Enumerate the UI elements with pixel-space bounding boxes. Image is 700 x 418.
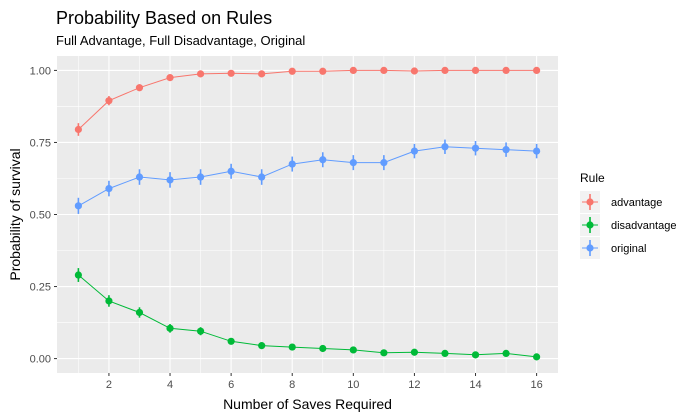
data-point (410, 348, 419, 356)
data-point (196, 327, 205, 335)
series-line (78, 69, 537, 130)
series-line (78, 146, 537, 207)
data-point (319, 67, 327, 75)
data-point (227, 337, 235, 345)
data-point (441, 349, 449, 358)
data-point (380, 159, 388, 167)
series-layer (74, 66, 541, 361)
data-point (288, 160, 296, 168)
legend-label: advantage (611, 197, 662, 209)
data-point (533, 66, 541, 75)
data-point (74, 202, 82, 210)
data-point (288, 343, 296, 351)
data-point (319, 156, 327, 164)
x-tick-label: 4 (167, 379, 173, 391)
data-point (471, 66, 480, 75)
data-point (471, 351, 480, 359)
y-tick-label: 0.50 (30, 210, 51, 222)
y-tick-label: 1.00 (30, 65, 51, 77)
legend-key-point (586, 244, 594, 252)
data-point (502, 146, 510, 154)
data-point (441, 143, 449, 151)
data-point (319, 344, 327, 353)
data-point (196, 173, 205, 181)
legend-title: Rule (580, 171, 605, 185)
series-line (78, 274, 537, 358)
data-point (441, 66, 449, 75)
data-point (533, 353, 541, 361)
y-tick-label: 0.00 (30, 354, 51, 366)
data-point (349, 66, 357, 75)
data-point (349, 159, 357, 167)
y-axis-ticks: 0.00 0.25 0.50 0.75 1.00 (30, 65, 57, 366)
data-point (105, 97, 113, 105)
legend: Rule advantage disadvantage original (580, 171, 676, 259)
data-point (258, 173, 266, 181)
legend-label: disadvantage (611, 220, 676, 232)
grid-major (57, 56, 558, 373)
data-point (410, 147, 419, 155)
x-tick-label: 10 (347, 379, 359, 391)
data-point (258, 70, 266, 78)
chart-title: Probability Based on Rules (56, 8, 272, 28)
x-tick-label: 16 (530, 379, 542, 391)
data-point (74, 125, 82, 134)
legend-key-point (586, 221, 594, 229)
data-point (258, 342, 266, 350)
x-tick-label: 12 (408, 379, 420, 391)
data-point (74, 271, 82, 279)
data-point (349, 346, 357, 354)
y-axis-title: Probability of survival (7, 148, 23, 280)
x-tick-label: 6 (228, 379, 234, 391)
x-tick-label: 8 (289, 379, 295, 391)
data-point (196, 70, 205, 78)
data-point (166, 74, 174, 82)
series-disadvantage (74, 268, 541, 361)
data-point (533, 147, 541, 155)
data-point (410, 67, 419, 75)
data-point (135, 173, 144, 181)
data-point (166, 324, 174, 332)
series-advantage (74, 66, 541, 136)
x-axis-ticks: 2 4 6 8 10 12 14 16 (106, 373, 543, 391)
series-original (74, 139, 541, 214)
legend-label: original (611, 243, 646, 255)
y-tick-label: 0.75 (30, 137, 51, 149)
data-point (380, 66, 388, 75)
data-point (502, 349, 510, 358)
legend-key-point (586, 198, 594, 206)
data-point (135, 84, 144, 92)
data-point (288, 67, 296, 75)
data-point (105, 297, 113, 305)
data-point (380, 349, 388, 357)
y-tick-label: 0.25 (30, 282, 51, 294)
data-point (166, 176, 174, 184)
data-point (227, 69, 235, 77)
data-point (471, 144, 480, 152)
chart-subtitle: Full Advantage, Full Disadvantage, Origi… (56, 33, 305, 48)
x-tick-label: 2 (106, 379, 112, 391)
x-axis-title: Number of Saves Required (223, 396, 392, 412)
x-tick-label: 14 (469, 379, 481, 391)
data-point (227, 167, 235, 175)
data-point (502, 66, 510, 75)
data-point (105, 184, 113, 193)
data-point (135, 308, 144, 317)
